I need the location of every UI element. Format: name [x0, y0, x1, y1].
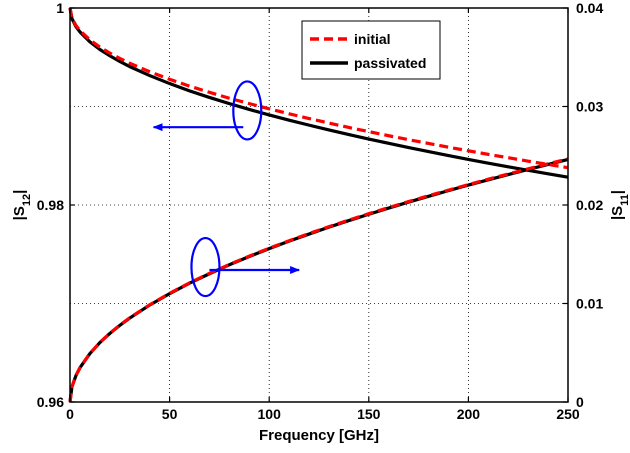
y-left-axis-label: |S12|	[11, 190, 33, 221]
series-line-initial-right	[68, 157, 569, 403]
annotation-ellipse-2	[190, 236, 221, 298]
legend-label-initial: initial	[354, 31, 391, 47]
y-right-label-base: |S	[609, 206, 626, 220]
legend-box	[301, 20, 441, 80]
y-right-axis-label: |S11|	[609, 190, 630, 220]
y-right-label-end: |	[609, 190, 626, 194]
series-line-initial-left	[68, 7, 569, 170]
y-right-tick-label: 0	[576, 394, 584, 410]
tick-layer: 0 50 100 150 200 25000.010.020.030.040.960.98…	[37, 0, 604, 422]
y-right-tick-label: 0.03	[576, 99, 603, 115]
y-left-tick-label: 0.98	[37, 197, 64, 213]
y-left-tick-label: 0.96	[37, 394, 64, 410]
grid-layer	[70, 8, 568, 402]
annotation-layer	[152, 80, 301, 298]
legend-label-passivated: passivated	[354, 55, 426, 71]
x-axis-label: Frequency [GHz]	[259, 427, 379, 444]
series-layer	[68, 7, 569, 403]
series-line-passivated-right	[68, 157, 569, 403]
y-right-tick-label: 0.04	[576, 0, 603, 16]
x-tick-label: 100	[258, 406, 282, 422]
y-left-label-sub: 12	[21, 194, 33, 206]
y-left-label-end: |	[11, 190, 28, 194]
x-tick-label: 150	[357, 406, 381, 422]
y-right-tick-label: 0.02	[576, 197, 603, 213]
x-tick-label: 0	[66, 406, 74, 422]
y-right-tick-label: 0.01	[576, 296, 603, 312]
series-line-passivated-left	[68, 7, 569, 179]
y-left-tick-label: 1	[56, 0, 64, 16]
annotation-ellipse-1	[232, 80, 263, 141]
legend: initial passivated	[301, 20, 441, 80]
y-right-label-sub: 11	[619, 194, 630, 206]
x-tick-label: 200	[457, 406, 481, 422]
y-left-label-base: |S	[11, 206, 28, 220]
x-tick-label: 250	[556, 406, 580, 422]
x-tick-label: 50	[162, 406, 178, 422]
